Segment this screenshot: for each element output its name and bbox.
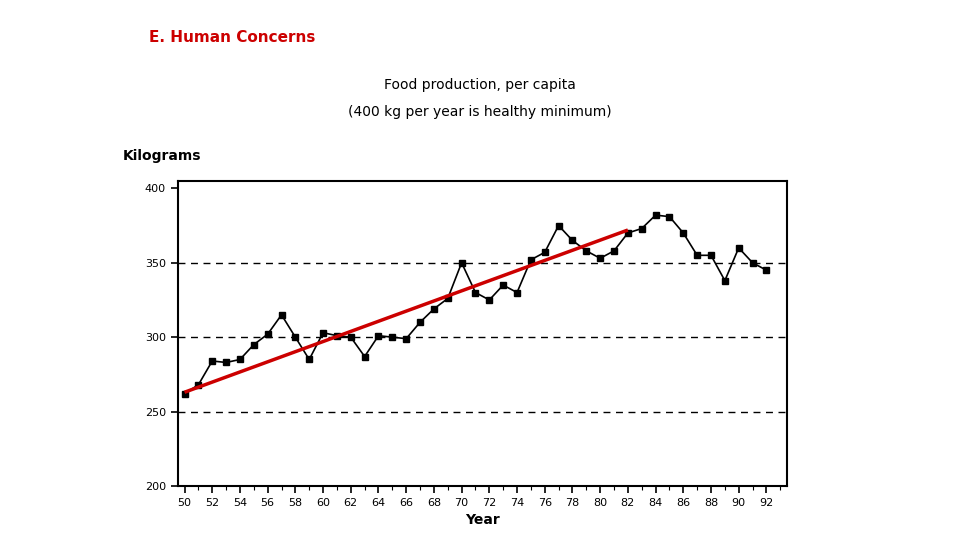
- X-axis label: Year: Year: [465, 514, 500, 528]
- Text: (400 kg per year is healthy minimum): (400 kg per year is healthy minimum): [348, 105, 612, 119]
- Text: E. Human Concerns: E. Human Concerns: [149, 30, 315, 45]
- Text: Food production, per capita: Food production, per capita: [384, 78, 576, 92]
- Text: Kilograms: Kilograms: [123, 148, 202, 163]
